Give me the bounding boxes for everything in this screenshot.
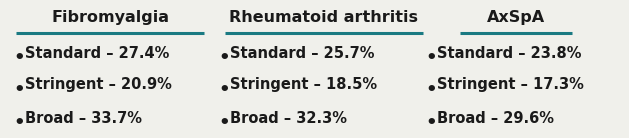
Text: Broad – 33.7%: Broad – 33.7% bbox=[25, 111, 142, 126]
Text: Stringent – 18.5%: Stringent – 18.5% bbox=[230, 77, 377, 92]
Text: Standard – 27.4%: Standard – 27.4% bbox=[25, 46, 170, 61]
Text: •: • bbox=[426, 114, 437, 132]
Text: •: • bbox=[218, 81, 230, 99]
Text: •: • bbox=[14, 114, 25, 132]
Text: Fibromyalgia: Fibromyalgia bbox=[51, 10, 169, 25]
Text: •: • bbox=[14, 49, 25, 67]
Text: Stringent – 20.9%: Stringent – 20.9% bbox=[25, 77, 172, 92]
Text: •: • bbox=[218, 114, 230, 132]
Text: Rheumatoid arthritis: Rheumatoid arthritis bbox=[230, 10, 418, 25]
Text: AxSpA: AxSpA bbox=[487, 10, 545, 25]
Text: •: • bbox=[426, 81, 437, 99]
Text: Standard – 23.8%: Standard – 23.8% bbox=[437, 46, 582, 61]
Text: Broad – 32.3%: Broad – 32.3% bbox=[230, 111, 347, 126]
Text: Broad – 29.6%: Broad – 29.6% bbox=[437, 111, 554, 126]
Text: Standard – 25.7%: Standard – 25.7% bbox=[230, 46, 374, 61]
Text: •: • bbox=[218, 49, 230, 67]
Text: Stringent – 17.3%: Stringent – 17.3% bbox=[437, 77, 584, 92]
Text: •: • bbox=[14, 81, 25, 99]
Text: •: • bbox=[426, 49, 437, 67]
